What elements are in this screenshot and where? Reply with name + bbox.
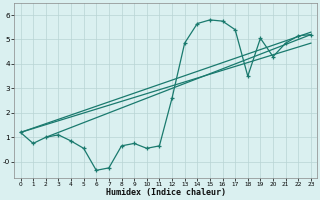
X-axis label: Humidex (Indice chaleur): Humidex (Indice chaleur): [106, 188, 226, 197]
